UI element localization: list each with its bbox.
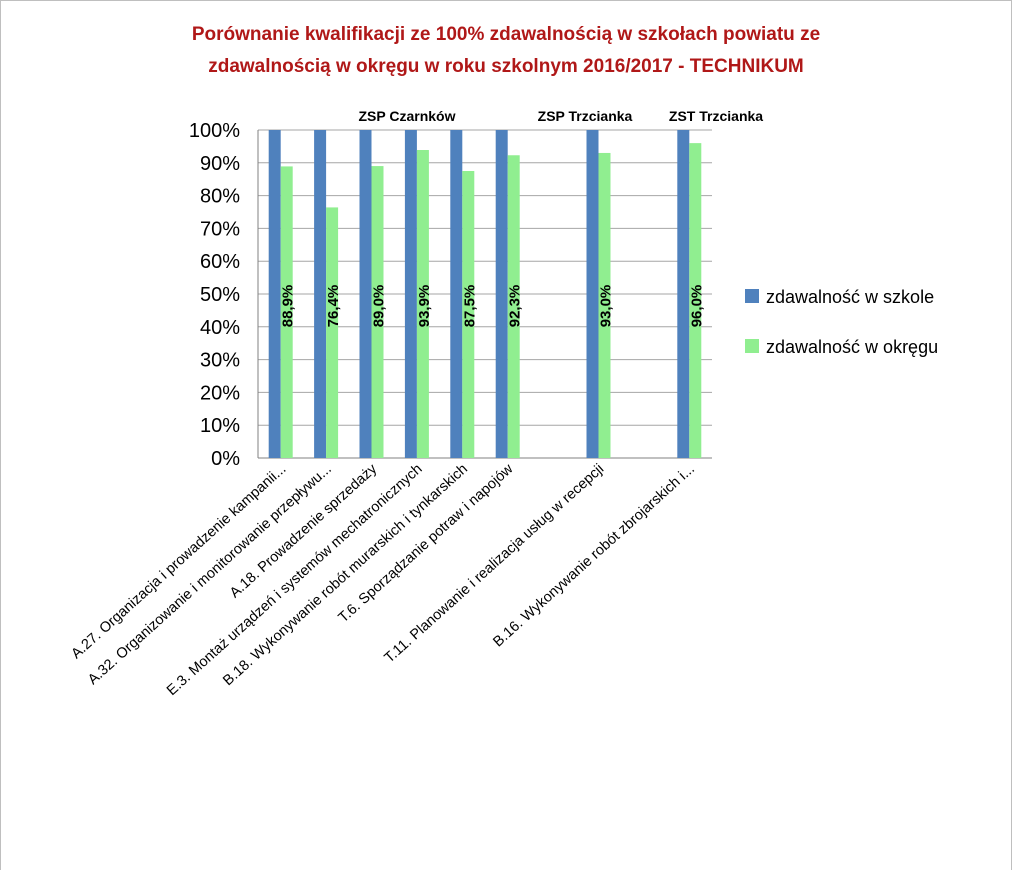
chart-title-line-1: Porównanie kwalifikacji ze 100% zdawalno… xyxy=(192,24,820,45)
data-labels: 88,9% 76,4% 89,0% 93,9% 87,5% 92,3% 93,0% 96,0% xyxy=(280,285,706,328)
legend-label-okregu: zdawalność w okręgu xyxy=(766,337,938,357)
bar-okregu xyxy=(416,150,429,458)
bar-szkole xyxy=(495,130,508,458)
data-label: 87,5% xyxy=(461,285,478,328)
y-tick-label: 70% xyxy=(200,218,240,240)
data-label: 76,4% xyxy=(325,285,342,328)
chart-title-line-2: zdawalnością w okręgu w roku szkolnym 20… xyxy=(208,56,804,77)
legend: zdawalność w szkole zdawalność w okręgu xyxy=(745,287,938,357)
bar-szkole xyxy=(586,130,599,458)
y-tick-label: 0% xyxy=(211,448,240,470)
bar-szkole xyxy=(450,130,463,458)
data-label: 93,0% xyxy=(597,285,614,328)
data-label: 92,3% xyxy=(507,285,524,328)
data-label: 89,0% xyxy=(370,285,387,328)
y-tick-label: 40% xyxy=(200,317,240,339)
group-label-zsp-czarnkow: ZSP Czarnków xyxy=(359,108,456,124)
bar-okregu xyxy=(326,207,339,458)
y-tick-label: 90% xyxy=(200,153,240,175)
group-label-zst-trzcianka: ZST Trzcianka xyxy=(669,108,763,124)
data-label: 93,9% xyxy=(416,285,433,328)
bar-okregu xyxy=(507,155,520,459)
bar-okregu xyxy=(598,152,611,458)
bar-okregu xyxy=(280,166,293,458)
legend-swatch-okregu xyxy=(745,339,759,353)
y-tick-label: 30% xyxy=(200,350,240,372)
y-tick-label: 10% xyxy=(200,415,240,437)
y-tick-label: 20% xyxy=(200,382,240,404)
y-tick-label: 100% xyxy=(189,120,240,142)
bars xyxy=(268,130,702,459)
y-tick-label: 60% xyxy=(200,251,240,273)
bar-szkole xyxy=(677,130,690,458)
legend-label-szkole: zdawalność w szkole xyxy=(766,287,934,307)
bar-szkole xyxy=(268,130,281,458)
data-label: 88,9% xyxy=(280,285,297,328)
y-axis-ticks: 0% 10% 20% 30% 40% 50% 60% 70% 80% 90% 100% xyxy=(189,120,240,470)
bar-szkole xyxy=(359,130,372,458)
bar-okregu xyxy=(462,171,475,458)
x-tick-label: B.16. Wykonywanie robót zbrojarskich i..… xyxy=(490,461,698,650)
y-tick-label: 80% xyxy=(200,186,240,208)
bar-okregu xyxy=(371,166,384,458)
x-tick-label: A.27. Organizacja i prowadzenie kampanii… xyxy=(68,461,289,662)
x-axis-ticks: A.27. Organizacja i prowadzenie kampanii… xyxy=(68,461,698,699)
legend-swatch-szkole xyxy=(745,289,759,303)
group-label-zsp-trzcianka: ZSP Trzcianka xyxy=(538,108,633,124)
y-tick-label: 50% xyxy=(200,284,240,306)
bar-szkole xyxy=(404,130,417,458)
bar-okregu xyxy=(689,143,702,458)
data-label: 96,0% xyxy=(688,285,705,328)
bar-szkole xyxy=(314,130,327,458)
